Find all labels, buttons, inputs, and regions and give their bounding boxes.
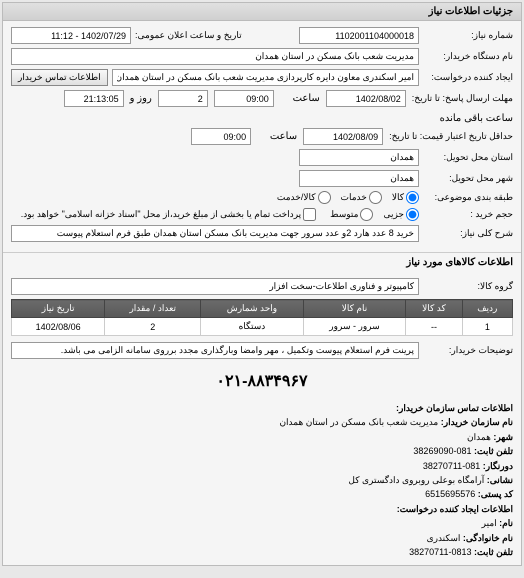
val-fax: 081-38270711	[423, 461, 480, 471]
checkbox-payment[interactable]: پرداخت تمام یا بخشی از مبلغ خرید،از محل …	[21, 208, 316, 221]
category-radio-group: کالا خدمات کالا/خدمت	[277, 191, 419, 204]
val-address: آرامگاه بوعلی روبروی دادگستری کل	[348, 475, 484, 485]
label-request-no: شماره نیاز:	[423, 30, 513, 41]
lbl-name: نام:	[499, 518, 513, 528]
device-name-input[interactable]	[11, 48, 419, 65]
td-5: 1402/08/06	[12, 318, 105, 336]
city-input[interactable]	[299, 170, 419, 187]
radio-partial[interactable]: جزیی	[383, 208, 419, 221]
lbl-address: نشانی:	[487, 475, 513, 485]
general-desc-input[interactable]	[11, 225, 419, 242]
radio-goods[interactable]: کالا	[392, 191, 419, 204]
label-general-desc: شرح کلی نیاز:	[423, 228, 513, 239]
radio-services-input[interactable]	[369, 191, 382, 204]
days-remain-input[interactable]	[158, 90, 208, 107]
checkbox-payment-input[interactable]	[303, 208, 316, 221]
form-body: شماره نیاز: تاریخ و ساعت اعلان عمومی: نا…	[3, 21, 521, 252]
label-category: طبقه بندی موضوعی:	[423, 192, 513, 203]
label-buyer-desc: توضیحات خریدار:	[423, 345, 513, 356]
td-1: --	[406, 318, 462, 336]
td-2: سرور - سرور	[303, 318, 406, 336]
contact-section: اطلاعات تماس سازمان خریدار: نام سازمان خ…	[3, 395, 521, 565]
contact-info-button[interactable]: اطلاعات تماس خریدار	[11, 69, 108, 86]
td-3: دستگاه	[201, 318, 304, 336]
th-4: تعداد / مقدار	[105, 300, 201, 318]
radio-services[interactable]: خدمات	[341, 191, 382, 204]
label-city: شهر محل تحویل:	[423, 173, 513, 184]
label-validity: حداقل تاریخ اعتبار قیمت: تا تاریخ:	[389, 131, 513, 142]
label-rooz: روز و	[130, 93, 152, 104]
radio-partial-input[interactable]	[406, 208, 419, 221]
label-device-name: نام دستگاه خریدار:	[423, 51, 513, 62]
radio-goods-input[interactable]	[406, 191, 419, 204]
table-row[interactable]: 1 -- سرور - سرور دستگاه 2 1402/08/06	[12, 318, 513, 336]
val-surname: اسکندری	[427, 533, 461, 543]
label-requester: ایجاد کننده درخواست:	[423, 72, 513, 83]
goods-table: ردیف کد کالا نام کالا واحد شمارش تعداد /…	[11, 299, 513, 336]
lbl-city2: شهر:	[493, 432, 513, 442]
requester-input[interactable]	[112, 69, 419, 86]
lbl-fax: دورنگار:	[483, 461, 513, 471]
time-remain-input[interactable]	[64, 90, 124, 107]
lbl-org-name: نام سازمان خریدار:	[441, 417, 513, 427]
request-no-input[interactable]	[299, 27, 419, 44]
validity-date-input[interactable]	[303, 128, 383, 145]
th-3: واحد شمارش	[201, 300, 304, 318]
details-panel: جزئیات اطلاعات نیاز شماره نیاز: تاریخ و …	[2, 2, 522, 566]
radio-goods-services-input[interactable]	[318, 191, 331, 204]
contact-title: اطلاعات تماس سازمان خریدار:	[396, 403, 513, 413]
th-5: تاریخ نیاز	[12, 300, 105, 318]
val-name: امیر	[482, 518, 497, 528]
td-0: 1	[462, 318, 512, 336]
label-deadline: مهلت ارسال پاسخ: تا تاریخ:	[412, 93, 513, 104]
td-4: 2	[105, 318, 201, 336]
lbl-requester-info: اطلاعات ایجاد کننده درخواست:	[397, 504, 513, 514]
buyer-desc-input[interactable]	[11, 342, 419, 359]
lbl-surname: نام خانوادگی:	[463, 533, 513, 543]
deadline-time-input[interactable]	[214, 90, 274, 107]
lbl-phone: تلفن ثابت:	[474, 446, 513, 456]
label-saat-1: ساعت	[280, 93, 320, 104]
province-input[interactable]	[299, 149, 419, 166]
th-0: ردیف	[462, 300, 512, 318]
table-header-row: ردیف کد کالا نام کالا واحد شمارش تعداد /…	[12, 300, 513, 318]
volume-radio-group: جزیی متوسط	[330, 208, 419, 221]
label-goods-group: گروه کالا:	[423, 281, 513, 292]
val-postal: 6515695576	[425, 489, 475, 499]
goods-group-input[interactable]	[11, 278, 419, 295]
val-phone2: 0813-38270711	[409, 547, 471, 557]
label-saat-baghi: ساعت باقی مانده	[440, 113, 513, 124]
label-province: استان محل تحویل:	[423, 152, 513, 163]
radio-goods-services[interactable]: کالا/خدمت	[277, 191, 331, 204]
goods-info-title: اطلاعات کالاهای مورد نیاز	[3, 252, 521, 272]
lbl-postal: کد پستی:	[478, 489, 513, 499]
th-2: نام کالا	[303, 300, 406, 318]
label-saat-2: ساعت	[257, 131, 297, 142]
validity-time-input[interactable]	[191, 128, 251, 145]
label-public-datetime: تاریخ و ساعت اعلان عمومی:	[135, 30, 242, 41]
label-volume: حجم خرید :	[423, 209, 513, 220]
deadline-date-input[interactable]	[326, 90, 406, 107]
public-datetime-input[interactable]	[11, 27, 131, 44]
val-phone: 081-38269090	[413, 446, 471, 456]
radio-medium-input[interactable]	[360, 208, 373, 221]
big-phone: ۰۲۱-۸۸۳۴۹۶۷	[3, 369, 521, 395]
panel-title: جزئیات اطلاعات نیاز	[3, 3, 521, 21]
val-org-name: مدیریت شعب بانک مسکن در استان همدان	[279, 417, 438, 427]
th-1: کد کالا	[406, 300, 462, 318]
radio-medium[interactable]: متوسط	[330, 208, 373, 221]
val-city2: همدان	[467, 432, 491, 442]
lbl-phone2: تلفن ثابت:	[474, 547, 513, 557]
